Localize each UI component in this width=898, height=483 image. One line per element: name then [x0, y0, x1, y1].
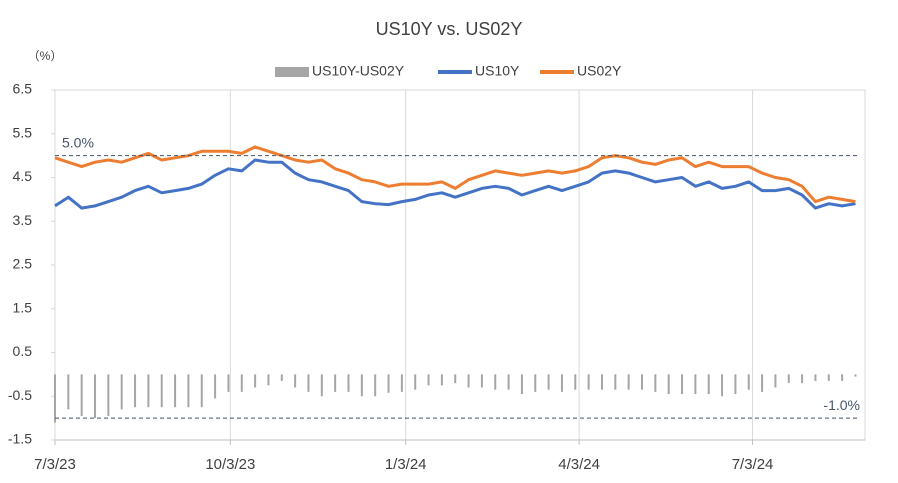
bar [480, 374, 483, 388]
bar [520, 374, 523, 395]
bar [734, 374, 737, 395]
bar [374, 374, 377, 397]
bar [347, 374, 350, 392]
bar [387, 374, 390, 393]
bar [574, 374, 577, 390]
bar [120, 374, 123, 410]
bar [507, 374, 510, 390]
bar [147, 374, 150, 408]
bar [681, 374, 684, 395]
bar [534, 374, 537, 392]
bar [801, 374, 804, 384]
bar [320, 374, 323, 397]
bar [667, 374, 670, 395]
plot-frame [54, 89, 866, 441]
bar [721, 374, 724, 397]
reference-label: 5.0% [62, 134, 94, 150]
y-tick-label: -1.5 [8, 431, 32, 447]
bar [400, 374, 403, 392]
y-tick-label: 2.5 [13, 256, 33, 272]
bar [80, 374, 83, 416]
x-tick-label: 10/3/23 [205, 456, 255, 473]
line-series [54, 145, 856, 204]
bar [560, 374, 563, 392]
bar [427, 374, 430, 386]
bar [94, 374, 97, 419]
y-unit-label: （%） [28, 49, 63, 63]
bar [654, 374, 657, 392]
bar [54, 374, 56, 423]
bar [467, 374, 470, 388]
bar [240, 374, 243, 392]
bar [747, 374, 750, 390]
bar [160, 374, 163, 408]
bar [174, 374, 177, 408]
bar [254, 374, 257, 388]
bar [600, 374, 603, 390]
bar [200, 374, 203, 408]
x-tick-label: 4/3/24 [558, 456, 600, 473]
bar [774, 374, 777, 388]
y-tick-label: 0.5 [13, 343, 33, 359]
bar [134, 374, 137, 408]
bar [814, 374, 817, 381]
bar [841, 374, 844, 381]
bar [107, 374, 110, 416]
y-tick-label: 3.5 [13, 212, 33, 228]
legend-label: US10Y-US02Y [312, 63, 405, 79]
bar [761, 374, 764, 392]
legend-swatch [275, 67, 309, 77]
x-tick-label: 7/3/23 [34, 456, 76, 473]
legend-label: US02Y [577, 63, 622, 79]
x-tick-label: 7/3/24 [732, 456, 774, 473]
y-tick-label: 6.5 [13, 81, 33, 97]
x-tick-label: 1/3/24 [385, 456, 427, 473]
bar [67, 374, 70, 410]
y-tick-label: 5.5 [13, 124, 33, 140]
bar [627, 374, 630, 390]
bar [707, 374, 710, 395]
bar [307, 374, 310, 392]
y-tick-label: -0.5 [8, 387, 32, 403]
bar [440, 374, 443, 386]
bar [587, 374, 590, 390]
bar [227, 374, 230, 392]
bar [187, 374, 190, 408]
bar [641, 374, 644, 390]
bar [267, 374, 270, 386]
bar [494, 374, 497, 390]
bar [334, 374, 337, 392]
bar [454, 374, 457, 384]
y-tick-label: 4.5 [13, 168, 33, 184]
bar [614, 374, 617, 390]
bar [787, 374, 790, 384]
bar [547, 374, 550, 390]
bar [214, 374, 217, 399]
bar [854, 374, 857, 377]
bar [360, 374, 363, 397]
bar [694, 374, 697, 395]
bar [827, 374, 830, 381]
reference-label: -1.0% [823, 397, 860, 413]
bar [280, 374, 283, 381]
legend-label: US10Y [475, 63, 520, 79]
chart-title: US10Y vs. US02Y [376, 19, 523, 39]
bar [414, 374, 417, 390]
y-tick-label: 1.5 [13, 299, 33, 315]
line-series [54, 158, 856, 210]
bar [294, 374, 297, 388]
